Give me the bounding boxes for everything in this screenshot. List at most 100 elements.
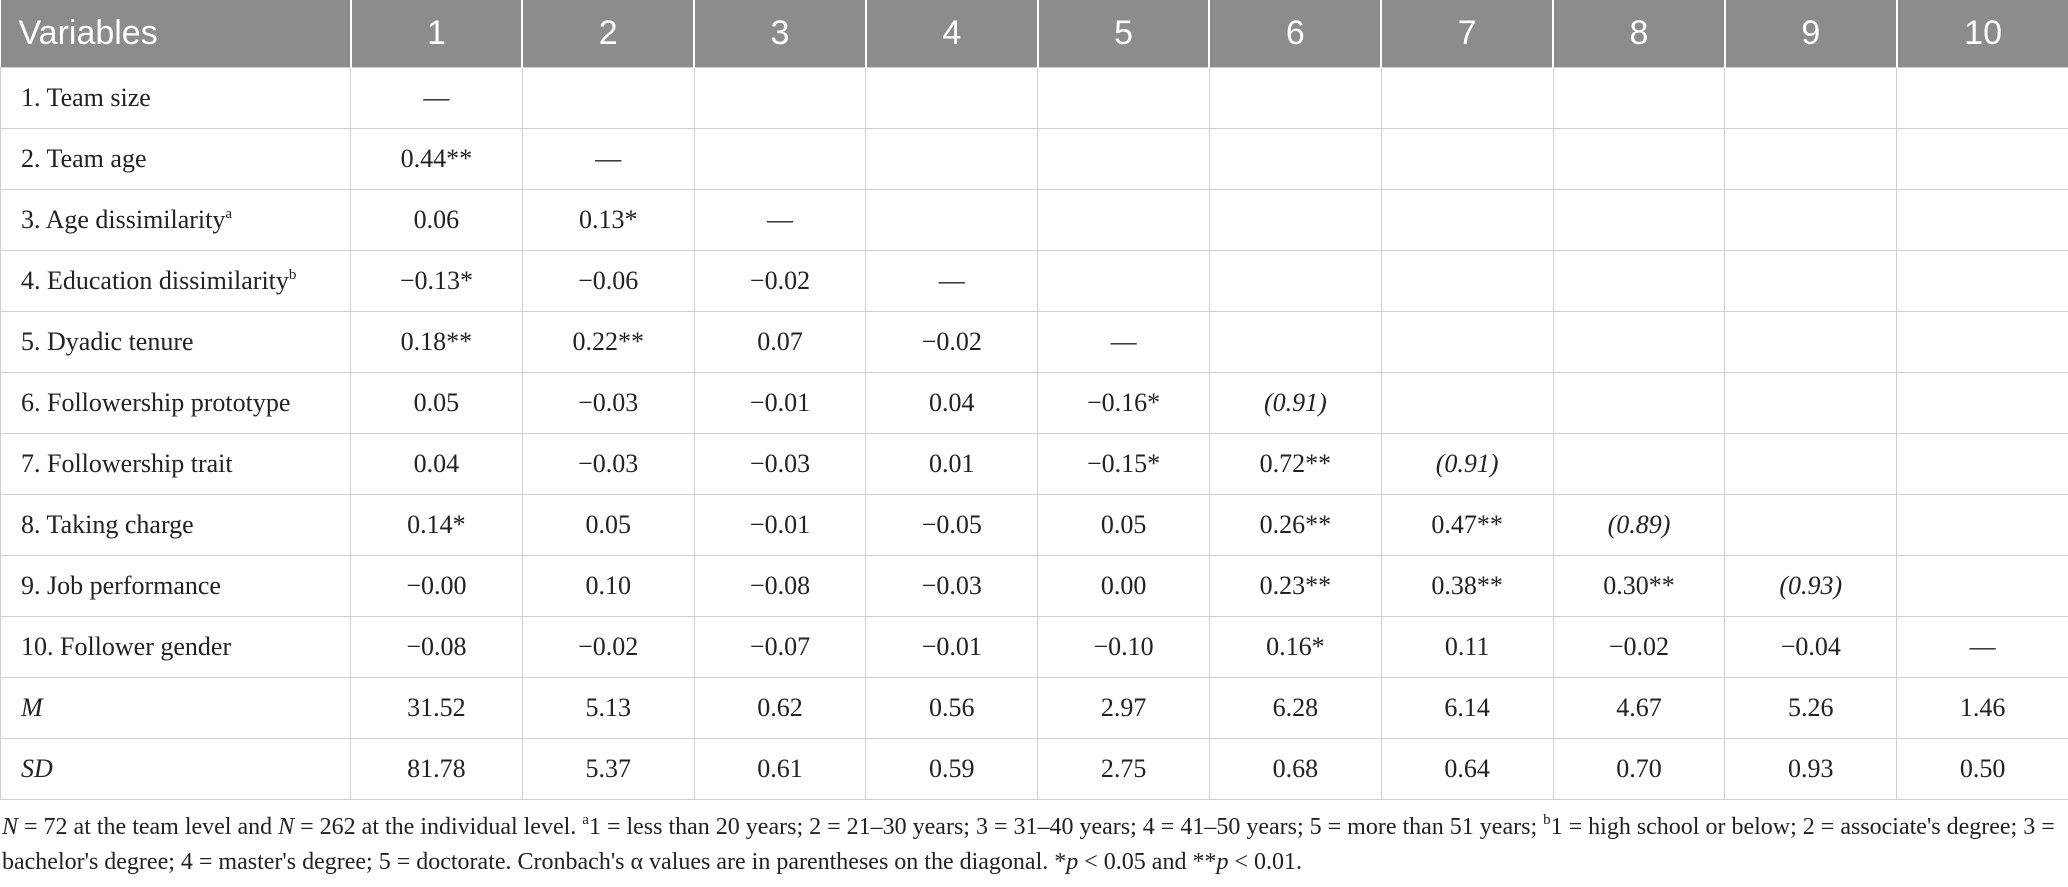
- table-cell: [1724, 311, 1898, 373]
- table-cell: −0.05: [865, 494, 1039, 556]
- table-cell: [1896, 494, 2068, 556]
- column-header-3: 3: [693, 0, 866, 68]
- table-row: 8. Taking charge 0.14* 0.05 −0.01 −0.05 0.05 0…: [0, 494, 2068, 556]
- table-cell: 0.23**: [1208, 555, 1382, 617]
- table-row: 10. Follower gender −0.08 −0.02 −0.07 −0.01−…: [0, 616, 2068, 678]
- table-body: 1. Team size —2. Team age 0.44** —3. Age di…: [0, 67, 2068, 800]
- note-text: = 262 at the individual level.: [294, 814, 583, 840]
- table-cell: −0.01: [693, 372, 867, 434]
- row-label-text: SD: [21, 754, 53, 783]
- row-label-text: 3. Age dissimilarity: [21, 205, 226, 234]
- table-cell: [1896, 128, 2068, 190]
- table-row: M 31.52 5.13 0.62 0.56 2.97 6.28 6.14 4.67 5.26 1.…: [0, 677, 2068, 739]
- table-cell: −0.03: [521, 433, 695, 495]
- table-cell: −0.02: [1552, 616, 1726, 678]
- row-label: 10. Follower gender: [0, 616, 351, 678]
- note-text: < 0.01.: [1228, 849, 1302, 875]
- table-cell: −0.00: [350, 555, 523, 617]
- table-cell: 0.56: [865, 677, 1039, 739]
- table-cell: 0.18**: [350, 311, 523, 373]
- row-label: 1. Team size: [0, 67, 351, 129]
- note-p-symbol: p: [1216, 849, 1229, 875]
- note-text: 1 = less than 20 years; 2 = 21–30 years;…: [588, 814, 1544, 840]
- row-label-text: 6. Followership prototype: [21, 388, 291, 417]
- table-cell: 6.28: [1208, 677, 1382, 739]
- table-cell: −0.06: [521, 250, 695, 312]
- column-header-10: 10: [1895, 0, 2068, 68]
- table-cell: 0.72**: [1208, 433, 1382, 495]
- table-cell: [865, 67, 1039, 129]
- table-cell: [521, 67, 695, 129]
- table-cell: —: [693, 189, 867, 251]
- table-cell: [1552, 128, 1726, 190]
- table-cell: [1896, 250, 2068, 312]
- header-row: Variables 1 2 3 4 5 6 7 8 9 10: [0, 0, 2068, 68]
- table-cell: 5.26: [1724, 677, 1898, 739]
- table-cell: 4.67: [1552, 677, 1726, 739]
- table-cell: 0.10: [521, 555, 695, 617]
- table-cell: [1380, 311, 1554, 373]
- table-row: 1. Team size —: [0, 67, 2068, 129]
- table-cell: [1896, 433, 2068, 495]
- note-p-symbol: p: [1066, 849, 1079, 875]
- table-cell: [1724, 189, 1898, 251]
- row-label: SD: [0, 738, 351, 800]
- table-cell: [1896, 555, 2068, 617]
- table-cell: [1552, 189, 1726, 251]
- table-cell: 0.47**: [1380, 494, 1554, 556]
- table-row: 5. Dyadic tenure 0.18** 0.22** 0.07 −0.02—: [0, 311, 2068, 373]
- table-cell: −0.04: [1724, 616, 1898, 678]
- table-cell: [1724, 67, 1898, 129]
- table-cell: 0.13*: [521, 189, 695, 251]
- table-cell: 0.38**: [1380, 555, 1554, 617]
- table-cell: 0.61: [693, 738, 867, 800]
- table-cell: 0.05: [1037, 494, 1210, 556]
- table-cell: [1380, 128, 1554, 190]
- table-cell: 81.78: [350, 738, 523, 800]
- table-cell: [1896, 311, 2068, 373]
- table-cell: [1037, 128, 1210, 190]
- table-cell: 0.62: [693, 677, 867, 739]
- table-cell: [1896, 67, 2068, 129]
- column-header-6: 6: [1208, 0, 1382, 68]
- column-header-5: 5: [1036, 0, 1210, 68]
- note-n-symbol: N: [278, 814, 295, 840]
- table-cell: −0.13*: [350, 250, 523, 312]
- table-cell: −0.02: [865, 311, 1039, 373]
- table-cell: 2.97: [1037, 677, 1210, 739]
- row-label: 2. Team age: [0, 128, 351, 190]
- row-label-text: 1. Team size: [21, 83, 151, 112]
- table-cell: −0.15*: [1037, 433, 1210, 495]
- table-cell: 0.05: [521, 494, 695, 556]
- table-cell: 0.64: [1380, 738, 1554, 800]
- table-cell: 0.07: [693, 311, 867, 373]
- table-row: SD 81.78 5.37 0.61 0.59 2.75 0.68 0.64 0.70 0.93 0…: [0, 738, 2068, 800]
- table-cell: 0.14*: [350, 494, 523, 556]
- table-cell: 0.59: [865, 738, 1039, 800]
- table-cell: −0.08: [350, 616, 523, 678]
- table-cell: [1896, 189, 2068, 251]
- table-cell: [1552, 250, 1726, 312]
- table-cell: (0.91): [1380, 433, 1554, 495]
- table-cell: −0.03: [865, 555, 1039, 617]
- table-row: 6. Followership prototype 0.05 −0.03 −0.01 0…: [0, 372, 2068, 434]
- table-cell: [1724, 494, 1898, 556]
- table-cell: 0.04: [350, 433, 523, 495]
- table-cell: (0.89): [1552, 494, 1726, 556]
- table-cell: (0.93): [1724, 555, 1898, 617]
- table-row: 7. Followership trait 0.04 −0.03 −0.03 0.01−…: [0, 433, 2068, 495]
- table-cell: 0.44**: [350, 128, 523, 190]
- table-cell: [1037, 67, 1210, 129]
- table-cell: −0.03: [693, 433, 867, 495]
- table-cell: 0.01: [865, 433, 1039, 495]
- table-cell: [1380, 250, 1554, 312]
- table-cell: 0.70: [1552, 738, 1726, 800]
- table-cell: —: [350, 67, 523, 129]
- table-cell: 31.52: [350, 677, 523, 739]
- table-cell: (0.91): [1208, 372, 1382, 434]
- table-cell: −0.02: [693, 250, 867, 312]
- table-cell: 0.06: [350, 189, 523, 251]
- column-header-1: 1: [349, 0, 523, 68]
- table-cell: −0.03: [521, 372, 695, 434]
- row-label: 5. Dyadic tenure: [0, 311, 351, 373]
